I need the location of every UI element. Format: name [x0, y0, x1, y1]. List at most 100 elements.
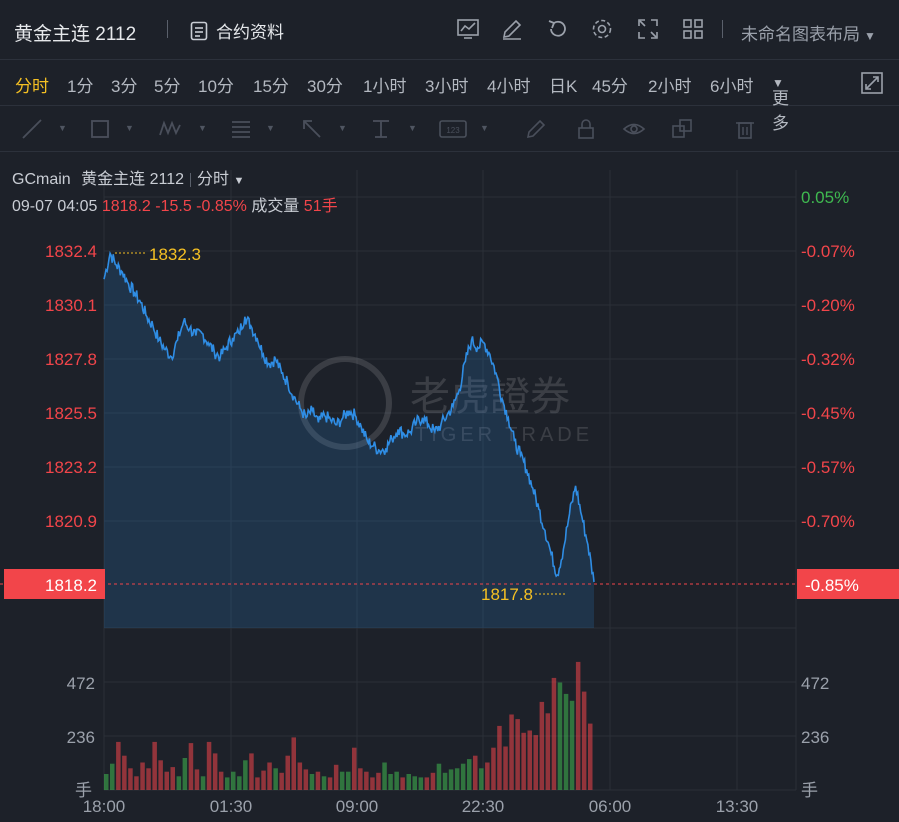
- volume-bar: [297, 762, 303, 790]
- period-tab[interactable]: 10分: [198, 77, 234, 96]
- volume-bar: [430, 772, 436, 790]
- settings-icon[interactable]: [590, 17, 614, 41]
- volume-bar: [448, 769, 454, 790]
- volume-bar: [182, 758, 188, 790]
- period-tab[interactable]: 1分: [67, 77, 94, 96]
- axis-tick-left: 1827.8: [45, 350, 97, 369]
- period-tab[interactable]: 15分: [253, 77, 289, 96]
- volume-bar: [569, 700, 575, 790]
- quote-change-pct: -0.85%: [196, 198, 247, 215]
- period-tab[interactable]: 3分: [111, 77, 138, 96]
- drawing-toolbar: ▼ ▼ ▼ ▼ ▼ ▼ 123 ▼: [0, 106, 899, 152]
- symbol-code: GCmain: [12, 171, 71, 188]
- volume-bar: [261, 770, 266, 790]
- symbol-name: 黄金主连 2112: [81, 171, 184, 188]
- axis-tick-left: 1830.1: [45, 296, 97, 315]
- volume-bar: [243, 760, 248, 790]
- period-tab[interactable]: 1小时: [363, 77, 407, 96]
- period-tab[interactable]: 2小时: [648, 77, 692, 96]
- refresh-icon[interactable]: [546, 17, 570, 41]
- brush-tool-icon[interactable]: [524, 117, 548, 141]
- edit-icon[interactable]: [500, 17, 524, 41]
- period-tab[interactable]: 30分: [307, 77, 343, 96]
- price-line: [103, 250, 595, 583]
- volume-bar: [339, 771, 345, 790]
- volume-unit-right: 手: [801, 781, 818, 800]
- arrow-tool-icon[interactable]: [300, 117, 324, 141]
- volume-bar: [255, 777, 260, 790]
- fullscreen-icon[interactable]: [636, 17, 660, 41]
- volume-bar: [194, 769, 200, 790]
- line-tool-icon[interactable]: [20, 117, 44, 141]
- layout-dropdown[interactable]: 未命名图表布局 ▼: [741, 20, 876, 45]
- period-tab[interactable]: 4小时: [487, 77, 531, 96]
- volume-bar: [418, 777, 424, 790]
- volume-bar: [400, 777, 405, 790]
- axis-tick-right: -0.45%: [801, 404, 855, 423]
- volume-tick-right: 236: [801, 728, 829, 747]
- trash-icon[interactable]: [733, 117, 757, 141]
- symbol-title[interactable]: 黄金主连 2112: [14, 24, 137, 45]
- grid-icon[interactable]: [681, 17, 705, 41]
- measure-tool-icon[interactable]: [369, 117, 393, 141]
- volume-label: 成交量: [251, 198, 300, 215]
- lock-icon[interactable]: [574, 117, 598, 141]
- volume-bar: [581, 691, 587, 790]
- axis-tick-left: 1832.4: [45, 242, 97, 261]
- volume-tick-right: 472: [801, 674, 829, 693]
- volume-bar: [176, 776, 182, 790]
- volume-bar: [394, 771, 399, 790]
- volume-bar: [116, 741, 121, 790]
- volume-bar: [388, 774, 393, 790]
- volume-bar: [563, 693, 569, 790]
- high-marker: 1832.3: [149, 245, 201, 264]
- expand-icon[interactable]: [860, 71, 884, 95]
- x-axis-tick: 13:30: [716, 797, 759, 816]
- watermark-en: TIGER TRADE: [415, 424, 593, 446]
- current-price-tag: [4, 569, 105, 599]
- period-tab[interactable]: 6小时: [710, 77, 754, 96]
- volume-bar: [267, 762, 272, 790]
- eye-icon[interactable]: [622, 117, 646, 141]
- period-tab[interactable]: 3小时: [425, 77, 469, 96]
- current-pct-value: -0.85%: [805, 576, 859, 595]
- period-selector[interactable]: 分时 ▼: [197, 171, 244, 188]
- volume-bar: [376, 772, 381, 790]
- contract-info-button[interactable]: 合约资料: [190, 18, 284, 43]
- rectangle-tool-icon[interactable]: [88, 117, 112, 141]
- fibonacci-tool-icon[interactable]: [229, 117, 253, 141]
- volume-bar: [539, 701, 545, 790]
- period-bar: 分时 1分 3分 5分 10分 15分 30分 1小时 3小时 4小时 日K 4…: [0, 60, 899, 133]
- axis-tick-right: 0.05%: [801, 188, 849, 207]
- chart-area[interactable]: 老虎證券 TIGER TRADE 1832.4 1830.1 1827.8 18…: [0, 152, 899, 822]
- volume-bar: [436, 763, 442, 790]
- quote-price: 1818.2: [101, 198, 151, 215]
- divider: [167, 20, 168, 38]
- axis-tick-right: -0.70%: [801, 512, 855, 531]
- period-tab[interactable]: 分时: [15, 77, 49, 96]
- axis-tick-left: 1825.5: [45, 404, 97, 423]
- wave-tool-icon[interactable]: [158, 117, 182, 141]
- contract-info-label: 合约资料: [216, 23, 284, 42]
- period-tab[interactable]: 45分: [592, 77, 628, 96]
- x-axis-tick: 18:00: [83, 797, 126, 816]
- more-periods-button[interactable]: 更多 ▼: [772, 72, 789, 133]
- volume-bar: [346, 771, 351, 790]
- volume-bar: [170, 767, 175, 790]
- chart-icon[interactable]: [456, 17, 480, 41]
- layers-icon[interactable]: [670, 117, 694, 141]
- period-tab[interactable]: 5分: [154, 77, 181, 96]
- current-pct-tag: [797, 569, 899, 599]
- period-tab[interactable]: 日K: [549, 77, 578, 96]
- volume-bar: [333, 764, 339, 790]
- volume-bar: [473, 755, 478, 790]
- grid-lines: [103, 170, 797, 791]
- layout-label: 未命名图表布局: [741, 25, 860, 44]
- volume-bar: [352, 747, 357, 790]
- volume-bar: [358, 768, 363, 790]
- axis-tick-left: 1823.2: [45, 458, 97, 477]
- x-axis-tick: 06:00: [589, 797, 632, 816]
- current-price-value: 1818.2: [45, 576, 97, 595]
- text-tool-icon[interactable]: 123: [438, 117, 468, 141]
- volume-bar: [231, 771, 236, 790]
